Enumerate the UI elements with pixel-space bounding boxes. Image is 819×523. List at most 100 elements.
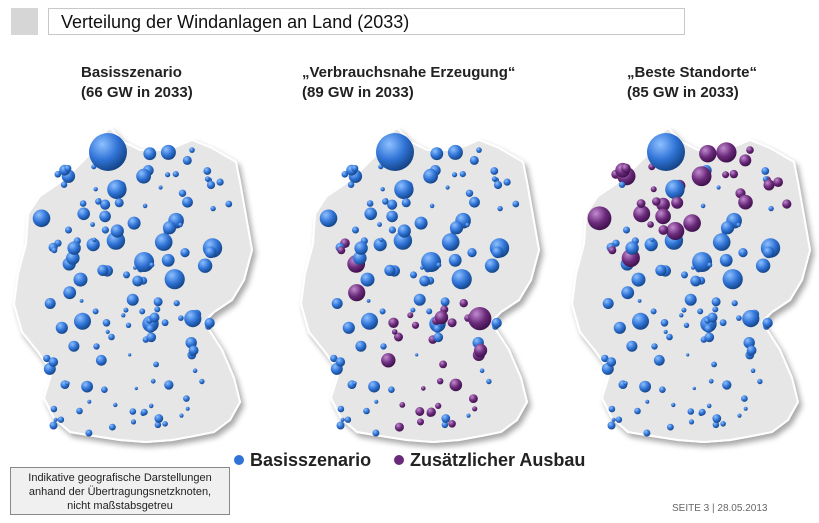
base-scenario-bubble	[491, 246, 504, 259]
map-verbrauchsnahe-erzeugung	[299, 126, 541, 444]
base-scenario-bubble	[342, 321, 355, 334]
extra-expansion-bubble	[652, 197, 661, 206]
base-scenario-bubble	[374, 399, 379, 404]
base-scenario-bubble	[712, 306, 719, 313]
base-scenario-bubble	[757, 378, 763, 385]
base-scenario-bubble	[354, 241, 368, 255]
base-scenario-bubble	[344, 416, 352, 423]
extra-expansion-bubble	[337, 246, 346, 255]
base-scenario-bubble	[352, 381, 357, 386]
extra-expansion-bubble	[381, 353, 396, 368]
base-scenario-bubble	[149, 262, 155, 268]
base-scenario-bubble	[366, 200, 374, 207]
base-scenario-bubble	[178, 222, 183, 228]
scenario-heading-base: Basisszenario (66 GW in 2033)	[81, 63, 193, 103]
base-scenario-bubble	[225, 200, 233, 208]
base-scenario-bubble	[687, 408, 695, 415]
base-scenario-bubble	[161, 253, 175, 267]
base-scenario-bubble	[79, 200, 87, 207]
base-scenario-bubble	[440, 297, 450, 307]
base-scenario-bubble	[66, 251, 80, 265]
base-scenario-bubble	[452, 172, 458, 178]
extra-expansion-bubble	[407, 312, 414, 319]
base-scenario-bubble	[644, 238, 658, 252]
base-scenario-bubble	[469, 196, 480, 208]
base-scenario-bubble	[394, 179, 414, 200]
base-scenario-bubble	[121, 313, 126, 318]
extra-expansion-bubble	[447, 318, 457, 328]
base-scenario-bubble	[632, 312, 649, 330]
extra-expansion-bubble	[468, 307, 492, 331]
base-scenario-bubble	[449, 221, 464, 235]
base-scenario-bubble	[146, 324, 155, 333]
base-scenario-bubble	[465, 222, 470, 228]
extra-expansion-bubble	[394, 332, 403, 342]
base-scenario-bubble	[634, 407, 641, 415]
base-scenario-bubble	[469, 155, 479, 165]
base-scenario-bubble	[382, 198, 389, 205]
base-scenario-bubble	[153, 361, 160, 368]
extra-expansion-bubble	[474, 343, 488, 357]
base-scenario-bubble	[613, 321, 626, 334]
extra-expansion-bubble	[763, 179, 775, 191]
base-scenario-bubble	[466, 413, 471, 418]
base-scenario-bubble	[497, 205, 503, 212]
base-scenario-bubble	[731, 300, 738, 307]
base-scenario-bubble	[401, 198, 411, 208]
base-scenario-bubble	[97, 264, 109, 276]
extra-expansion-bubble	[650, 186, 657, 193]
base-scenario-bubble	[109, 423, 116, 431]
scenario-heading-best-sites: „Beste Standorte“ (85 GW in 2033)	[627, 63, 757, 103]
base-scenario-bubble	[110, 224, 124, 238]
base-scenario-bubble	[380, 343, 387, 350]
legend-base-label: Basisszenario	[250, 449, 372, 470]
base-scenario-bubble	[102, 319, 111, 327]
base-scenario-bubble	[93, 187, 98, 192]
base-scenario-bubble	[179, 413, 184, 418]
extra-expansion-bubble	[666, 222, 685, 240]
extra-expansion-bubble	[449, 378, 463, 392]
base-scenario-bubble	[397, 224, 411, 238]
base-scenario-bubble	[671, 402, 676, 408]
base-scenario-bubble	[335, 357, 346, 367]
base-scenario-bubble	[645, 399, 650, 404]
base-scenario-bubble	[479, 368, 485, 374]
base-scenario-bubble	[707, 262, 713, 268]
base-scenario-bubble	[387, 199, 398, 210]
base-scenario-bubble	[140, 408, 148, 416]
base-scenario-bubble	[707, 312, 718, 323]
extra-expansion-bubble	[647, 221, 654, 228]
disclaimer-line: nicht maßstabsgetreu	[67, 500, 173, 512]
base-scenario-bubble	[153, 297, 163, 307]
base-scenario-bubble	[659, 386, 666, 394]
base-scenario-bubble	[692, 386, 696, 391]
base-scenario-bubble	[384, 264, 396, 276]
base-scenario-bubble	[608, 405, 616, 413]
base-scenario-bubble	[379, 237, 384, 242]
base-scenario-bubble	[459, 171, 466, 178]
base-scenario-bubble	[643, 429, 651, 437]
base-scenario-bubble	[101, 386, 108, 394]
base-scenario-bubble	[490, 167, 499, 175]
base-scenario-bubble	[189, 147, 195, 153]
base-scenario-bubble	[199, 378, 205, 385]
base-scenario-bubble	[667, 423, 674, 431]
base-scenario-bubble	[93, 343, 100, 350]
base-scenario-bubble	[380, 187, 385, 192]
base-scenario-bubble	[420, 265, 425, 270]
base-scenario-bubble	[377, 222, 382, 227]
extra-expansion-bubble	[411, 321, 420, 329]
base-scenario-bubble	[204, 317, 215, 329]
extra-expansion-bubble	[636, 199, 646, 208]
base-scenario-bubble	[606, 357, 617, 367]
base-scenario-bubble	[90, 222, 95, 227]
extra-expansion-bubble	[587, 206, 612, 231]
base-scenario-bubble	[368, 380, 380, 393]
base-scenario-bubble	[123, 271, 130, 279]
scenario-capacity: (89 GW in 2033)	[302, 84, 414, 101]
legend-extra: Zusätzlicher Ausbau	[394, 448, 585, 472]
map-basisszenario	[12, 126, 254, 444]
base-scenario-bubble	[197, 258, 213, 273]
scenario-title: Basisszenario	[81, 64, 182, 81]
extra-expansion-bubble	[434, 310, 449, 325]
